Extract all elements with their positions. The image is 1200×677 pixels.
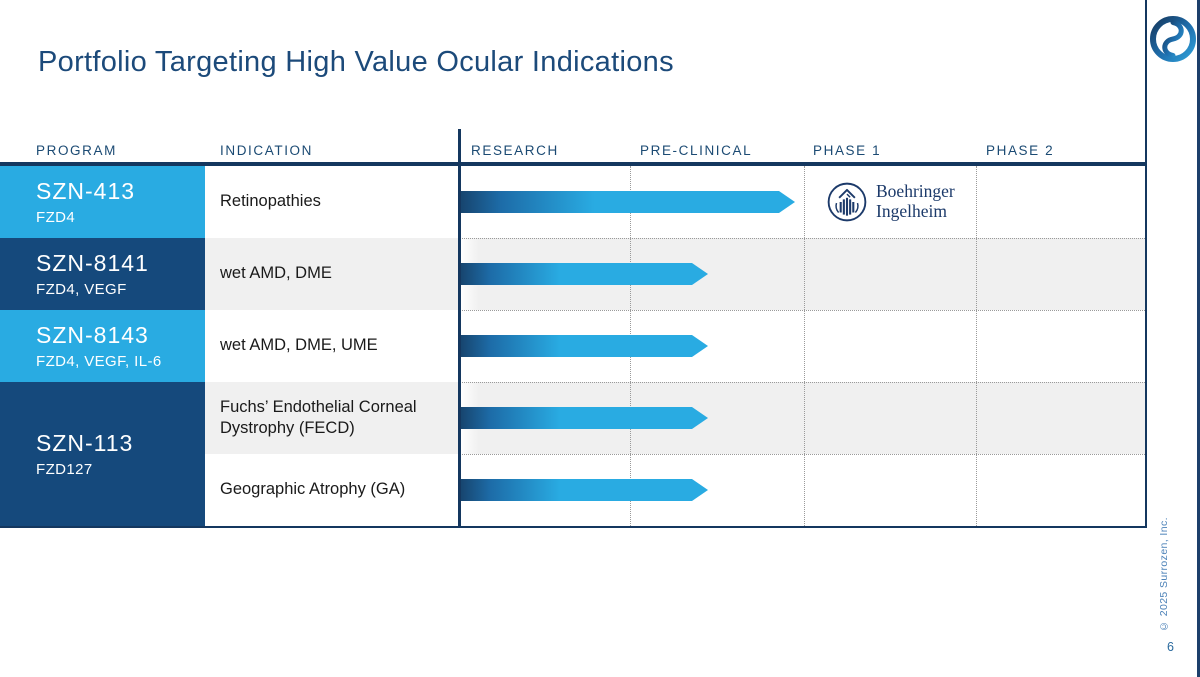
program-target: FZD4, VEGF bbox=[36, 281, 127, 298]
indication-cell: Geographic Atrophy (GA) bbox=[205, 454, 460, 526]
program-name: SZN-8141 bbox=[36, 250, 149, 276]
column-header-phase2: PHASE 2 bbox=[986, 143, 1055, 158]
program-target: FZD4, VEGF, IL-6 bbox=[36, 353, 162, 370]
column-header-indication: INDICATION bbox=[220, 143, 313, 158]
grid-line-phase2 bbox=[976, 166, 977, 526]
program-cell-szn413: SZN-413 FZD4 bbox=[0, 166, 205, 238]
partner-line1: Boehringer bbox=[876, 181, 955, 202]
column-header-preclinical: PRE-CLINICAL bbox=[640, 143, 753, 158]
program-cell-szn113: SZN-113 FZD127 bbox=[0, 382, 205, 526]
slide-right-edge-line bbox=[1197, 0, 1200, 677]
progress-arrow-szn113-fecd bbox=[461, 407, 708, 429]
indication-label: wet AMD, DME bbox=[220, 264, 332, 283]
progress-arrow-szn413 bbox=[461, 191, 795, 213]
indication-cell: wet AMD, DME, UME bbox=[205, 310, 460, 382]
program-name: SZN-113 bbox=[36, 430, 134, 456]
column-header-phase1: PHASE 1 bbox=[813, 143, 882, 158]
partner-logo-boehringer-ingelheim: Boehringer Ingelheim bbox=[826, 179, 955, 225]
column-header-research: RESEARCH bbox=[471, 143, 559, 158]
row-separator-2 bbox=[0, 310, 1147, 311]
grid-line-phase1 bbox=[804, 166, 805, 526]
indication-cell: Fuchs’ Endothelial Corneal Dystrophy (FE… bbox=[205, 382, 460, 454]
progress-arrow-szn8141 bbox=[461, 263, 708, 285]
row-separator-3 bbox=[0, 382, 1147, 383]
progress-arrow-szn8143 bbox=[461, 335, 708, 357]
program-cell-szn8141: SZN-8141 FZD4, VEGF bbox=[0, 238, 205, 310]
header-bottom-rule bbox=[0, 162, 1147, 166]
row-separator-4 bbox=[205, 454, 1147, 455]
indication-cell: wet AMD, DME bbox=[205, 238, 460, 310]
copyright-vertical-text: © 2025 Surrozen, Inc. bbox=[1158, 517, 1170, 632]
table-bottom-rule bbox=[0, 526, 1147, 528]
partner-line2: Ingelheim bbox=[876, 201, 947, 221]
research-start-divider bbox=[458, 129, 461, 526]
program-target: FZD127 bbox=[36, 461, 93, 478]
partner-logo-text: Boehringer Ingelheim bbox=[876, 182, 955, 221]
row-separator-1 bbox=[0, 238, 1147, 239]
surrozen-logo-icon bbox=[1150, 16, 1196, 62]
program-name: SZN-8143 bbox=[36, 322, 149, 348]
indication-cell: Retinopathies bbox=[205, 166, 460, 238]
program-cell-szn8143: SZN-8143 FZD4, VEGF, IL-6 bbox=[0, 310, 205, 382]
column-header-program: PROGRAM bbox=[36, 143, 117, 158]
boehringer-emblem-icon bbox=[827, 182, 867, 222]
page-number: 6 bbox=[1167, 640, 1174, 654]
indication-label: Fuchs’ Endothelial Corneal Dystrophy (FE… bbox=[220, 397, 417, 437]
progress-arrow-szn113-ga bbox=[461, 479, 708, 501]
program-name: SZN-413 bbox=[36, 178, 136, 204]
indication-label: wet AMD, DME, UME bbox=[220, 336, 378, 355]
program-target: FZD4 bbox=[36, 209, 76, 226]
page-title: Portfolio Targeting High Value Ocular In… bbox=[38, 46, 674, 78]
table-right-border bbox=[1145, 0, 1147, 527]
indication-label: Geographic Atrophy (GA) bbox=[220, 480, 406, 499]
indication-label: Retinopathies bbox=[220, 192, 321, 211]
